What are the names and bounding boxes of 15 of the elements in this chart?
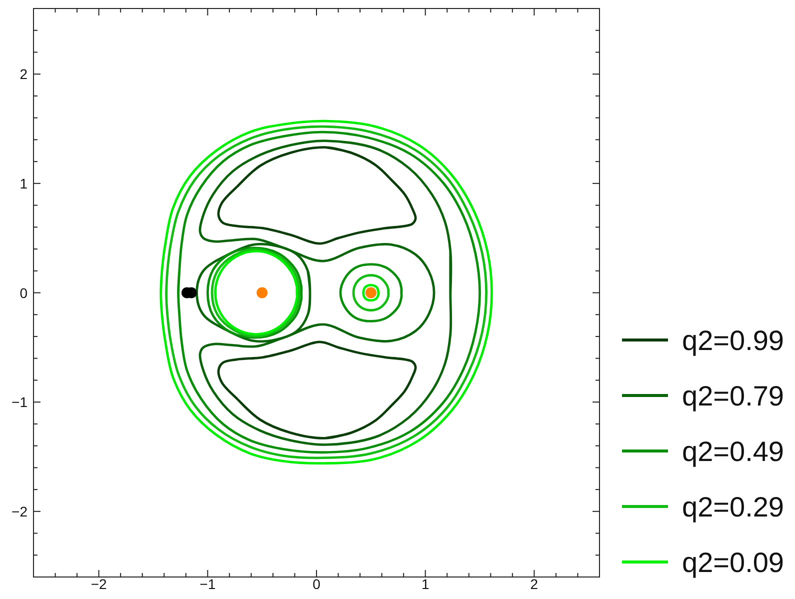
- y-tick-label: −1: [12, 394, 28, 410]
- legend-label: q2=0.79: [682, 380, 784, 412]
- y-tick-label: 0: [20, 284, 28, 301]
- legend-label: q2=0.09: [682, 547, 784, 578]
- y-tick-label: 2: [20, 66, 28, 82]
- legend-label: q2=0.99: [682, 325, 784, 356]
- x-tick-label: −2: [90, 576, 107, 592]
- x-tick-label: 2: [530, 576, 538, 592]
- x-tick-label: 0: [312, 576, 321, 592]
- legend-label: q2=0.49: [682, 436, 784, 467]
- y-tick-label: 1: [20, 175, 28, 192]
- x-tick-label: −1: [200, 576, 216, 592]
- y-tick-label: −2: [12, 503, 28, 520]
- legend-label: q2=0.29: [682, 492, 784, 522]
- x-tick-label: 1: [421, 576, 430, 592]
